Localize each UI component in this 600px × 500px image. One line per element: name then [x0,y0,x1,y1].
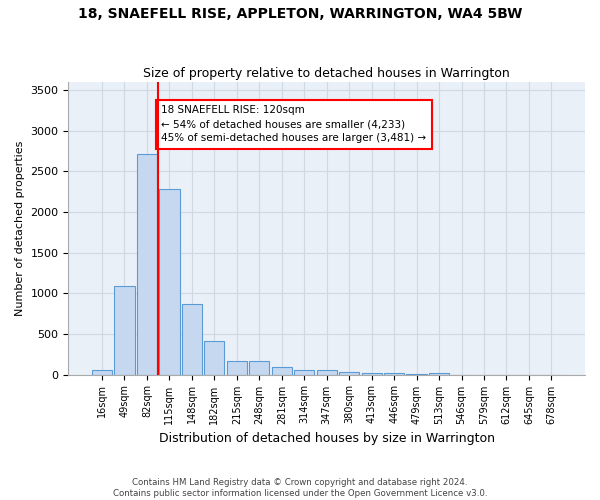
Bar [249,361,269,374]
Bar [115,286,134,374]
Bar [317,370,337,374]
Bar [159,190,179,374]
Title: Size of property relative to detached houses in Warrington: Size of property relative to detached ho… [143,66,510,80]
Bar [294,370,314,374]
Bar [429,373,449,374]
Text: 18 SNAEFELL RISE: 120sqm
← 54% of detached houses are smaller (4,233)
45% of sem: 18 SNAEFELL RISE: 120sqm ← 54% of detach… [161,106,427,144]
Text: Contains HM Land Registry data © Crown copyright and database right 2024.
Contai: Contains HM Land Registry data © Crown c… [113,478,487,498]
Bar [384,373,404,374]
Bar [182,304,202,374]
Bar [339,372,359,374]
X-axis label: Distribution of detached houses by size in Warrington: Distribution of detached houses by size … [159,432,495,445]
Bar [92,370,112,374]
Bar [204,342,224,374]
Bar [362,373,382,374]
Bar [272,368,292,374]
Bar [137,154,157,374]
Text: 18, SNAEFELL RISE, APPLETON, WARRINGTON, WA4 5BW: 18, SNAEFELL RISE, APPLETON, WARRINGTON,… [78,8,522,22]
Bar [227,361,247,374]
Y-axis label: Number of detached properties: Number of detached properties [15,140,25,316]
